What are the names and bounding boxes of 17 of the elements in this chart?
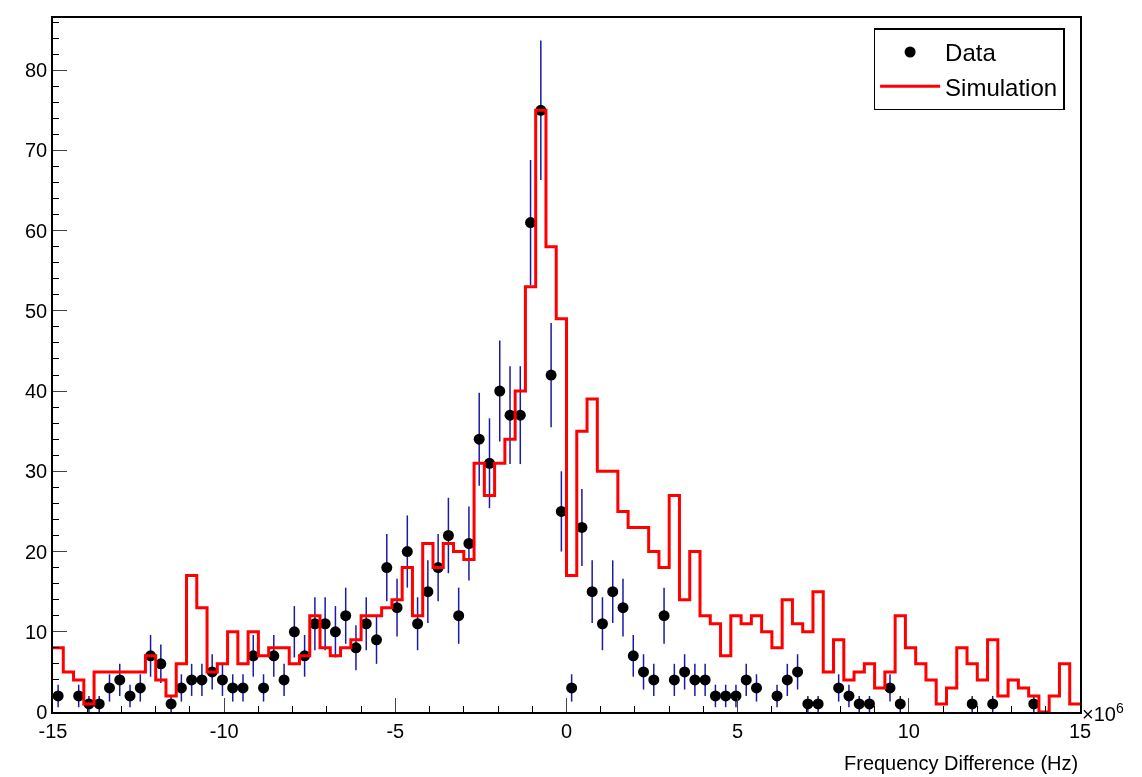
x-tick-label: 0	[560, 719, 573, 742]
x-tick-label: -10	[209, 719, 239, 742]
y-tick-label: 80	[25, 59, 48, 82]
y-tick-label: 50	[25, 299, 48, 322]
y-tick-label: 10	[25, 620, 48, 643]
y-tick-label: 20	[25, 540, 48, 563]
x-tick-label: -5	[386, 719, 405, 742]
x-tick-label: 10	[897, 719, 920, 742]
x-tick-label: 5	[732, 719, 744, 742]
x-axis-title: Frequency Difference (Hz)	[844, 752, 1079, 774]
x-tick-label: 15	[1068, 719, 1092, 742]
y-tick-label: 40	[25, 380, 48, 403]
legend-label: Simulation	[945, 73, 1058, 101]
y-tick-label: 30	[25, 460, 48, 483]
y-tick-label: 60	[25, 219, 48, 242]
y-tick-label: 70	[25, 139, 48, 162]
legend-label: Data	[945, 39, 997, 67]
